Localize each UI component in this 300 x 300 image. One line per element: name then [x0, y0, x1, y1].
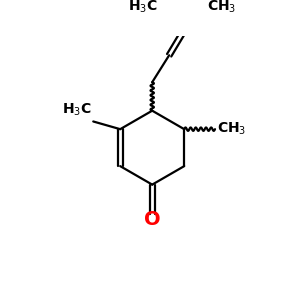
Text: H$_3$C: H$_3$C: [128, 0, 158, 15]
Text: H$_3$C: H$_3$C: [62, 102, 92, 119]
Text: CH$_3$: CH$_3$: [207, 0, 236, 15]
Text: CH$_3$: CH$_3$: [217, 121, 247, 137]
Text: O: O: [144, 210, 160, 229]
